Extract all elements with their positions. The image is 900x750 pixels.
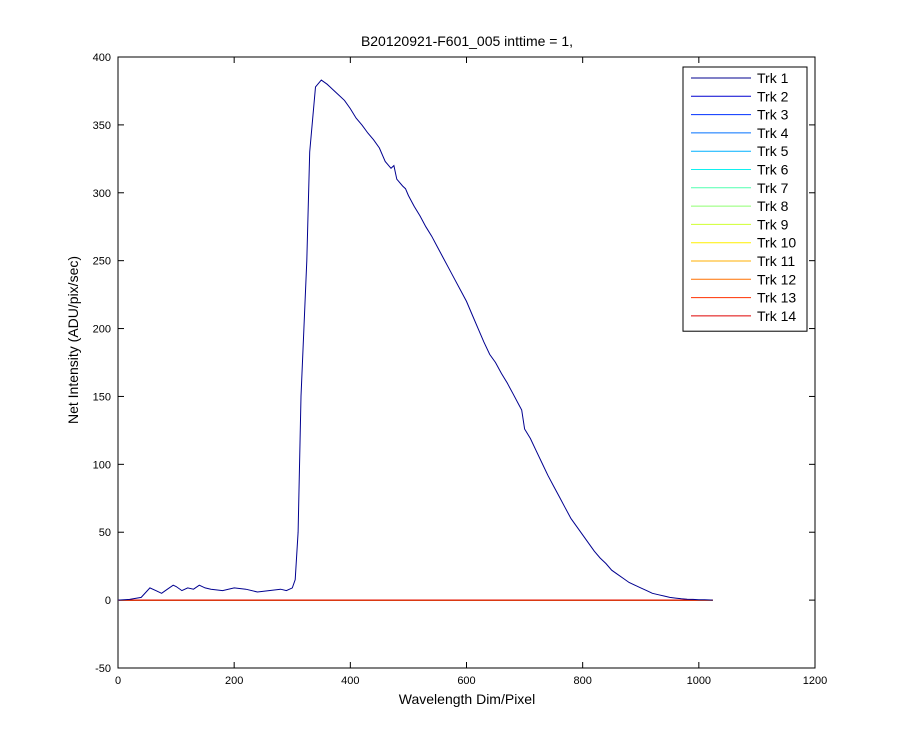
y-tick-label: 400: [93, 52, 111, 64]
legend-label: Trk 7: [757, 180, 789, 196]
y-tick-label: 100: [93, 459, 111, 471]
y-tick-label: 300: [93, 188, 111, 200]
x-tick-label: 200: [225, 675, 243, 687]
series-line-1: [117, 79, 713, 601]
x-tick-label: 600: [457, 675, 475, 687]
y-axis-label: Net Intensity (ADU/pix/sec): [65, 256, 81, 424]
x-tick-label: 0: [115, 675, 121, 687]
y-tick-label: -50: [95, 663, 111, 675]
x-tick-label: 1000: [687, 675, 711, 687]
y-tick-label: 50: [99, 527, 111, 539]
legend-label: Trk 4: [757, 125, 789, 141]
legend-label: Trk 9: [757, 216, 789, 232]
legend-label: Trk 3: [757, 107, 789, 123]
legend-label: Trk 11: [757, 253, 795, 269]
y-tick-label: 0: [105, 595, 111, 607]
plot-area: 0 200 400 600 800 1000 1200 -50 0 50 100 150 200 250 3…: [93, 52, 828, 687]
legend-label: Trk 14: [757, 308, 796, 324]
y-tick-label: 150: [93, 391, 111, 403]
legend-label: Trk 2: [757, 88, 789, 104]
y-tick-label: 250: [93, 256, 111, 268]
x-tick-label: 800: [573, 675, 591, 687]
x-axis-label: Wavelength Dim/Pixel: [399, 691, 535, 707]
legend-label: Trk 12: [757, 271, 796, 287]
x-tick-label: 400: [341, 675, 359, 687]
chart-title: B20120921-F601_005 inttime = 1,: [361, 33, 573, 49]
y-tick-label: 350: [93, 120, 111, 132]
legend-label: Trk 6: [757, 162, 789, 178]
x-tick-label: 1200: [803, 675, 827, 687]
y-tick-label: 200: [93, 324, 111, 336]
legend-box: [682, 66, 808, 332]
legend-label: Trk 10: [757, 235, 796, 251]
legend-label: Trk 8: [757, 198, 789, 214]
legend-label: Trk 13: [757, 290, 796, 306]
legend-label: Trk 1: [757, 70, 789, 86]
legend-label: Trk 5: [757, 143, 789, 159]
